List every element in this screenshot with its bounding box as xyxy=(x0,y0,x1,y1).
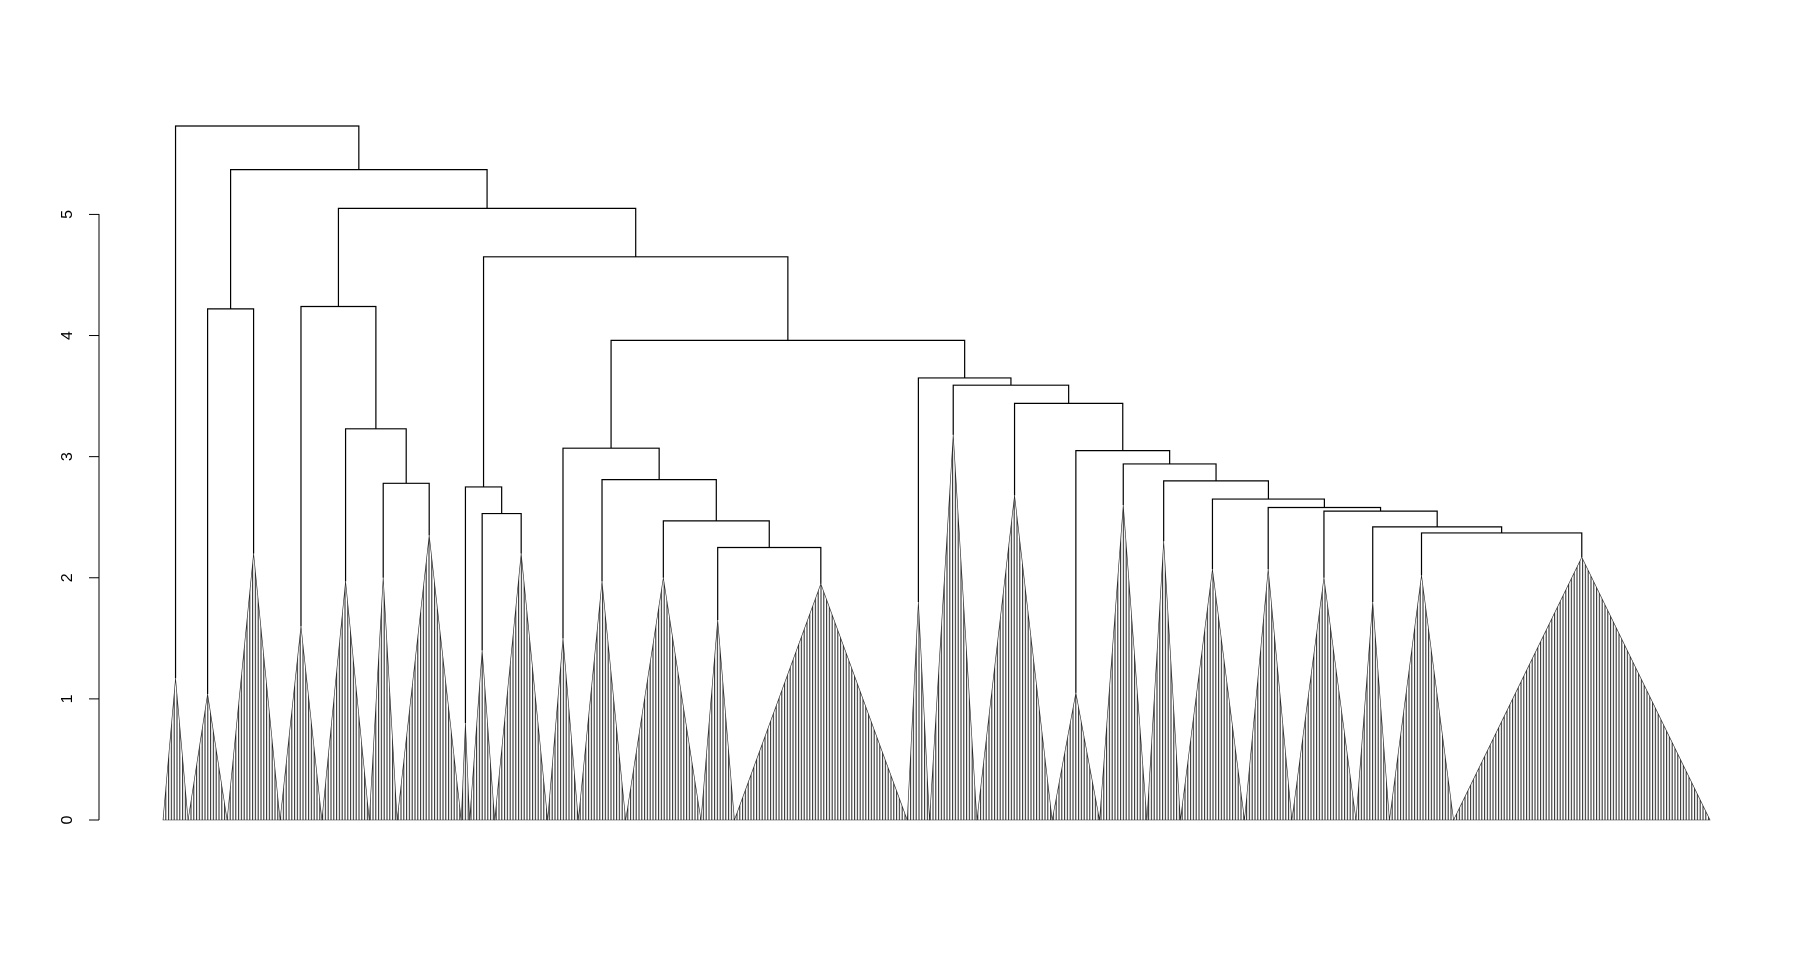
leaf-cluster xyxy=(625,577,702,821)
leaf-cluster xyxy=(1051,692,1100,821)
merge xyxy=(601,479,717,582)
leaf-cluster xyxy=(460,723,470,821)
merge xyxy=(917,377,1012,602)
leaf-cluster xyxy=(279,626,323,821)
leaf-cluster xyxy=(187,693,228,821)
y-tick-label: 4 xyxy=(59,331,76,340)
leaf-cluster xyxy=(1453,556,1711,821)
leaf-cluster xyxy=(396,535,462,821)
y-tick-label: 0 xyxy=(59,815,76,824)
merge xyxy=(562,447,660,639)
leaf-cluster xyxy=(162,678,189,821)
y-tick-label: 2 xyxy=(59,573,76,582)
leaf-cluster xyxy=(321,581,370,821)
leaf-cluster xyxy=(1146,541,1181,821)
leaf-cluster xyxy=(368,577,398,821)
merge xyxy=(229,169,488,309)
merge xyxy=(610,339,966,449)
merge xyxy=(1372,526,1503,602)
merge xyxy=(1163,480,1270,542)
leaf-cluster xyxy=(733,582,908,821)
leaf-cluster xyxy=(1355,601,1390,821)
leaf-cluster xyxy=(547,638,579,821)
leaf-cluster xyxy=(976,495,1053,821)
leaf-cluster xyxy=(469,650,496,821)
leaf-cluster xyxy=(226,553,281,821)
merge xyxy=(717,546,822,621)
leaf-cluster xyxy=(700,620,735,821)
merge xyxy=(206,308,255,695)
leaf-cluster xyxy=(1244,569,1293,821)
y-tick-label: 1 xyxy=(59,694,76,703)
merge xyxy=(1323,510,1438,578)
leaf-cluster xyxy=(906,601,930,821)
merge xyxy=(1420,532,1583,576)
leaf-cluster xyxy=(1099,505,1148,821)
merge xyxy=(482,256,789,487)
merge xyxy=(662,520,770,578)
merge xyxy=(337,207,637,307)
y-tick-label: 3 xyxy=(59,452,76,461)
leaf-cluster xyxy=(577,581,627,821)
merge xyxy=(1122,463,1217,506)
leaf-cluster xyxy=(1291,577,1357,821)
merge xyxy=(300,305,377,627)
leaf-cluster xyxy=(494,553,548,821)
merge xyxy=(174,125,360,679)
leaf-cluster xyxy=(1389,575,1454,821)
merge xyxy=(382,482,430,578)
leaf-cluster xyxy=(1180,569,1245,821)
merge xyxy=(952,384,1070,435)
leaf-cluster xyxy=(929,434,978,821)
merge xyxy=(344,428,407,582)
y-tick-label: 5 xyxy=(59,210,76,219)
merge xyxy=(1013,402,1124,496)
